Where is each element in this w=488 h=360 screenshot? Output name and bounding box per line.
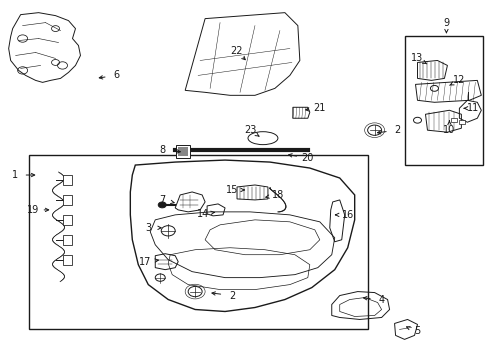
Text: 15: 15 — [225, 185, 238, 195]
Text: 8: 8 — [159, 145, 165, 155]
Text: 9: 9 — [443, 18, 448, 28]
Ellipse shape — [247, 132, 277, 145]
Bar — [62, 235, 72, 245]
Bar — [29, 155, 367, 329]
Bar — [62, 175, 72, 185]
Bar — [62, 215, 72, 225]
Circle shape — [158, 202, 166, 208]
Text: 5: 5 — [413, 327, 420, 336]
Text: 21: 21 — [313, 103, 325, 113]
Bar — [178, 147, 188, 156]
Text: 20: 20 — [301, 153, 313, 163]
Text: 10: 10 — [443, 125, 455, 135]
Text: 22: 22 — [229, 45, 242, 55]
Text: 12: 12 — [452, 75, 465, 85]
Text: 14: 14 — [197, 209, 209, 219]
Bar — [62, 255, 72, 265]
Text: 2: 2 — [228, 291, 235, 301]
Text: 7: 7 — [159, 195, 165, 205]
Text: 3: 3 — [145, 223, 151, 233]
Text: 1: 1 — [12, 170, 18, 180]
Text: 6: 6 — [113, 71, 119, 80]
Text: 11: 11 — [466, 103, 479, 113]
Text: 18: 18 — [271, 190, 284, 200]
Bar — [62, 195, 72, 205]
Bar — [458, 120, 465, 124]
Text: 17: 17 — [139, 257, 151, 267]
Text: 19: 19 — [26, 205, 39, 215]
Bar — [450, 118, 456, 122]
Text: 4: 4 — [378, 294, 384, 305]
Text: 16: 16 — [341, 210, 353, 220]
Text: 2: 2 — [394, 125, 400, 135]
Bar — [176, 145, 190, 158]
Bar — [404, 36, 482, 165]
Text: 23: 23 — [244, 125, 256, 135]
Text: 13: 13 — [410, 54, 423, 63]
